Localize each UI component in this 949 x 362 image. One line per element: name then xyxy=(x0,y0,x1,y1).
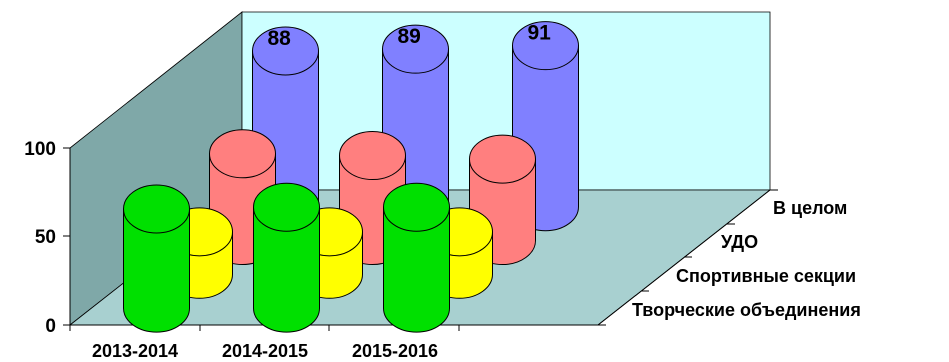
y-tick-label-0: 0 xyxy=(45,316,56,337)
series-label-tvorcheskie: Творческие объединения xyxy=(632,300,861,320)
category-label-2015-2016: 2015-2016 xyxy=(352,341,438,361)
series-label-udo: УДО xyxy=(721,232,758,252)
cylinder-body xyxy=(253,206,320,333)
series-label-sportivnye: Спортивные секции xyxy=(676,266,856,286)
data-label: 89 xyxy=(398,25,421,48)
category-label-2014-2015: 2014-2015 xyxy=(222,341,308,361)
cylinder-top xyxy=(123,184,190,234)
cylinder-top xyxy=(469,134,536,184)
cylinder-body xyxy=(383,206,450,333)
y-tick-label-50: 50 xyxy=(35,227,56,248)
cylinder-1-3 xyxy=(383,182,450,333)
cylinder-1-2 xyxy=(253,182,320,333)
y-tick-label-100: 100 xyxy=(24,139,56,160)
series-label-v-celom: В целом xyxy=(773,198,847,218)
data-label: 88 xyxy=(268,27,292,50)
cylinder-body xyxy=(123,208,190,333)
chart-bars: 88 89 91 xyxy=(123,21,579,333)
cylinder-1-1 xyxy=(123,184,190,333)
cylinder-top xyxy=(209,129,276,179)
category-label-2013-2014: 2013-2014 xyxy=(92,341,178,361)
cylinder-top xyxy=(253,182,320,232)
cylinder-top xyxy=(383,182,450,232)
cylinder-top xyxy=(382,24,449,74)
cylinder-top xyxy=(252,26,319,76)
data-label: 91 xyxy=(528,22,552,45)
chart-axes: 0 50 100 2013-2014 2014-2015 2015-2016 Т… xyxy=(24,139,861,361)
cylinder-top xyxy=(512,21,579,71)
cylinder-top xyxy=(339,131,406,181)
